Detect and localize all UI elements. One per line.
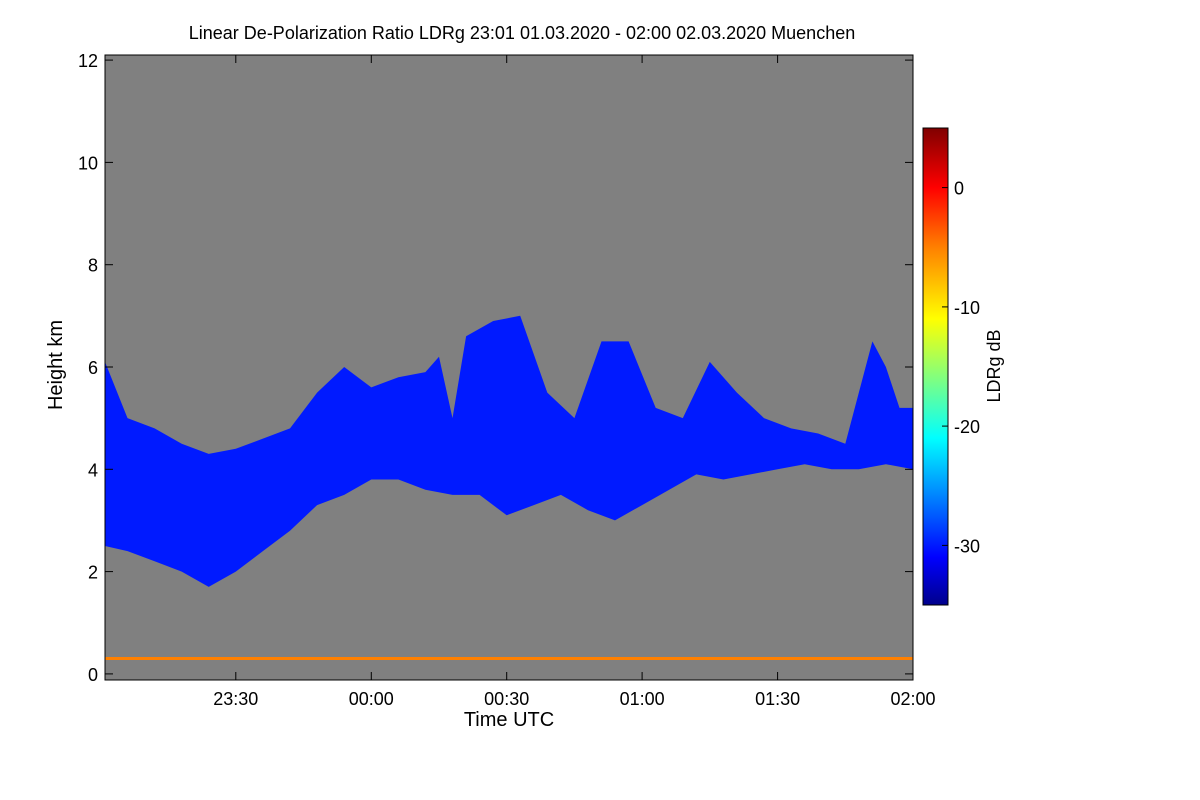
- colorbar-label: LDRg dB: [984, 329, 1004, 402]
- x-tick-label-1: 00:00: [349, 689, 394, 709]
- colorbar-tick-label-2: -20: [954, 417, 980, 437]
- y-axis-label: Height km: [45, 320, 67, 410]
- colorbar-tick-label-0: 0: [954, 179, 964, 199]
- y-tick-label-3: 6: [88, 358, 98, 378]
- cloud-region: [105, 315, 913, 587]
- x-tick-label-5: 02:00: [890, 689, 935, 709]
- y-tick-label-6: 12: [78, 51, 98, 71]
- x-tick-label-0: 23:30: [213, 689, 258, 709]
- plot-area: [105, 55, 913, 680]
- x-tick-label-4: 01:30: [755, 689, 800, 709]
- colorbar-fill: [922, 127, 949, 606]
- x-axis: 23:30 00:00 00:30 01:00 01:30 02:00: [213, 55, 936, 709]
- x-axis-label: Time UTC: [464, 709, 554, 731]
- y-axis: 0 2 4 6 8 10 12: [78, 51, 913, 685]
- colorbar-ticks: 0 -10 -20 -30: [942, 179, 980, 556]
- cloud-layer: [105, 315, 913, 587]
- colorbar-tick-label-3: -30: [954, 536, 980, 556]
- colorbar-tick-label-1: -10: [954, 298, 980, 318]
- y-tick-label-1: 2: [88, 563, 98, 583]
- y-tick-label-0: 0: [88, 665, 98, 685]
- colorbar: 0 -10 -20 -30 LDRg dB: [922, 127, 1004, 606]
- y-tick-label-4: 8: [88, 256, 98, 276]
- y-tick-label-2: 4: [88, 460, 98, 480]
- chart-title: Linear De-Polarization Ratio LDRg 23:01 …: [189, 23, 855, 43]
- x-tick-label-3: 01:00: [620, 689, 665, 709]
- y-tick-label-5: 10: [78, 153, 98, 173]
- x-tick-label-2: 00:30: [484, 689, 529, 709]
